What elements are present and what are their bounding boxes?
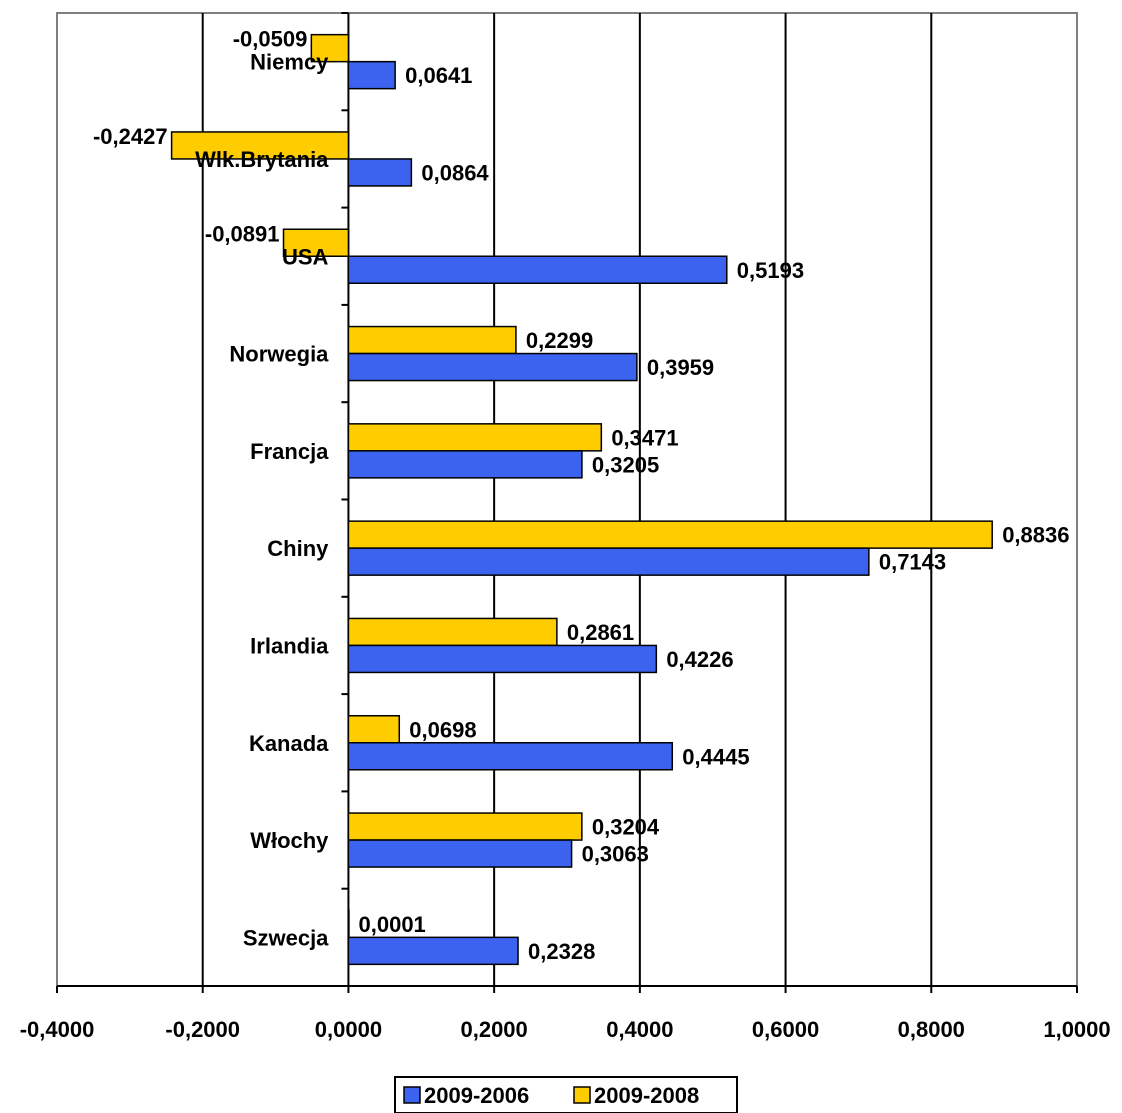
data-label-1-6: 0,2861 [567, 620, 634, 645]
x-tick-labels: -0,4000 -0,2000 0,0000 0,2000 0,4000 0,6000 0,… [20, 1017, 1111, 1042]
bar-1-7 [347, 715, 401, 744]
x-tick-label-6: 0,8000 [898, 1017, 965, 1042]
bar-1-0 [310, 33, 350, 63]
bar-1-4 [347, 423, 603, 452]
data-label-1-5: 0,8836 [1002, 523, 1069, 548]
data-label-0-3: 0,3959 [647, 355, 714, 380]
legend-swatch-2009-2008 [573, 1086, 591, 1104]
category-label-8: Włochy [250, 828, 329, 853]
data-label-1-8: 0,3204 [592, 815, 660, 840]
data-label-1-4: 0,3471 [611, 425, 678, 450]
data-label-1-2: -0,0891 [205, 221, 280, 246]
category-label-3: Norwegia [229, 342, 329, 367]
data-label-1-0: -0,0509 [233, 27, 308, 52]
data-label-0-2: 0,5193 [737, 258, 804, 283]
x-tick-label-4: 0,4000 [606, 1017, 673, 1042]
bar-1-3 [347, 325, 517, 355]
x-tick-label-1: -0,2000 [165, 1017, 240, 1042]
legend-swatch-2009-2006 [403, 1086, 421, 1104]
bar-0-7 [347, 742, 674, 771]
bar-0-4 [347, 450, 583, 479]
legend-box [394, 1076, 738, 1113]
data-label-1-3: 0,2299 [526, 328, 593, 353]
data-label-1-1: -0,2427 [93, 124, 168, 149]
data-label-0-0: 0,0641 [405, 63, 472, 88]
legend-label-2009-2008: 2009-2008 [594, 1083, 699, 1108]
data-label-0-7: 0,4445 [682, 744, 749, 769]
x-tick-label-3: 0,2000 [460, 1017, 527, 1042]
category-label-0: Niemcy [250, 50, 329, 75]
bar-1-2 [282, 228, 350, 257]
data-labels: -0,0509 0,0641 -0,2427 0,0864 -0,0891 0,5193 0… [93, 27, 1070, 964]
bar-0-0 [347, 60, 396, 90]
bar-1-6 [347, 617, 558, 647]
legend: 2009-2006 2009-2008 [394, 1076, 738, 1113]
legend-label-2009-2006: 2009-2006 [424, 1083, 529, 1108]
category-label-2: USA [282, 244, 329, 269]
x-tick-label-0: -0,4000 [20, 1017, 95, 1042]
category-label-1: Wlk.Brytania [195, 147, 329, 172]
category-labels: Niemcy Wlk.Brytania USA Norwegia Francja Chin… [195, 50, 329, 951]
bar-0-1 [347, 158, 413, 187]
category-label-9: Szwecja [243, 925, 329, 950]
bar-0-3 [347, 352, 638, 382]
data-label-0-1: 0,0864 [421, 160, 489, 185]
category-label-5: Chiny [267, 536, 329, 561]
bar-1-8 [347, 812, 583, 841]
category-label-4: Francja [250, 439, 329, 464]
x-tick-label-5: 0,6000 [752, 1017, 819, 1042]
bar-1-1 [170, 131, 350, 160]
data-label-0-5: 0,7143 [879, 550, 946, 575]
bar-0-9 [347, 936, 519, 966]
bar-0-8 [347, 839, 573, 868]
data-label-0-4: 0,3205 [592, 452, 659, 477]
data-label-1-9: 0,0001 [359, 912, 426, 937]
category-label-6: Irlandia [250, 633, 329, 658]
category-label-7: Kanada [249, 731, 329, 756]
bars [170, 33, 993, 966]
bar-0-6 [347, 644, 658, 674]
bar-0-5 [347, 547, 870, 576]
x-tick-label-7: 1,0000 [1043, 1017, 1110, 1042]
bar-1-9 [347, 909, 350, 939]
data-label-0-8: 0,3063 [582, 842, 649, 867]
data-label-0-6: 0,4226 [666, 647, 733, 672]
data-label-0-9: 0,2328 [528, 939, 595, 964]
bar-0-2 [347, 255, 728, 284]
data-label-1-7: 0,0698 [409, 717, 476, 742]
x-tick-label-2: 0,0000 [315, 1017, 382, 1042]
bar-1-5 [347, 520, 993, 549]
